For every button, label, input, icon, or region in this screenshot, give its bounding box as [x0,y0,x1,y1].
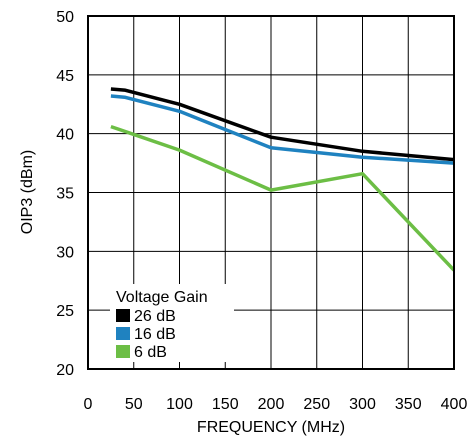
series-line-6-db [110,124,456,272]
x-tick-label: 150 [212,396,239,413]
y-tick-label: 35 [56,186,74,203]
x-axis-ticks: 0 50 100 150 200 250 300 350 400 [84,396,468,413]
legend-swatch [116,327,130,340]
x-tick-label: 400 [441,396,468,413]
y-tick-label: 30 [56,244,74,261]
x-tick-label: 100 [166,396,193,413]
legend-swatch [116,309,130,322]
data-series [110,87,456,272]
x-axis-label: FREQUENCY (MHz) [197,419,345,436]
legend-title: Voltage Gain [116,289,208,306]
x-tick-label: 200 [258,396,285,413]
series-line-16-db [110,94,455,165]
y-tick-label: 20 [56,362,74,379]
y-tick-label: 45 [56,68,74,85]
legend-swatch [116,345,130,358]
legend-label: 16 dB [134,326,176,343]
x-tick-label: 250 [303,396,330,413]
x-tick-label: 350 [395,396,422,413]
y-tick-label: 40 [56,127,74,144]
legend-label: 26 dB [134,308,176,325]
y-axis-ticks: 20 25 30 35 40 45 50 [56,9,74,379]
legend-label: 6 dB [134,344,167,361]
y-axis-label: OIP3 (dBm) [19,150,36,234]
plot-frame [87,15,455,370]
series-line-26-db [110,87,455,162]
x-tick-label: 50 [125,396,143,413]
y-tick-label: 50 [56,9,74,26]
x-tick-label: 300 [349,396,376,413]
legend-box [110,284,234,362]
x-tick-label: 0 [84,396,93,413]
y-tick-label: 25 [56,303,74,320]
